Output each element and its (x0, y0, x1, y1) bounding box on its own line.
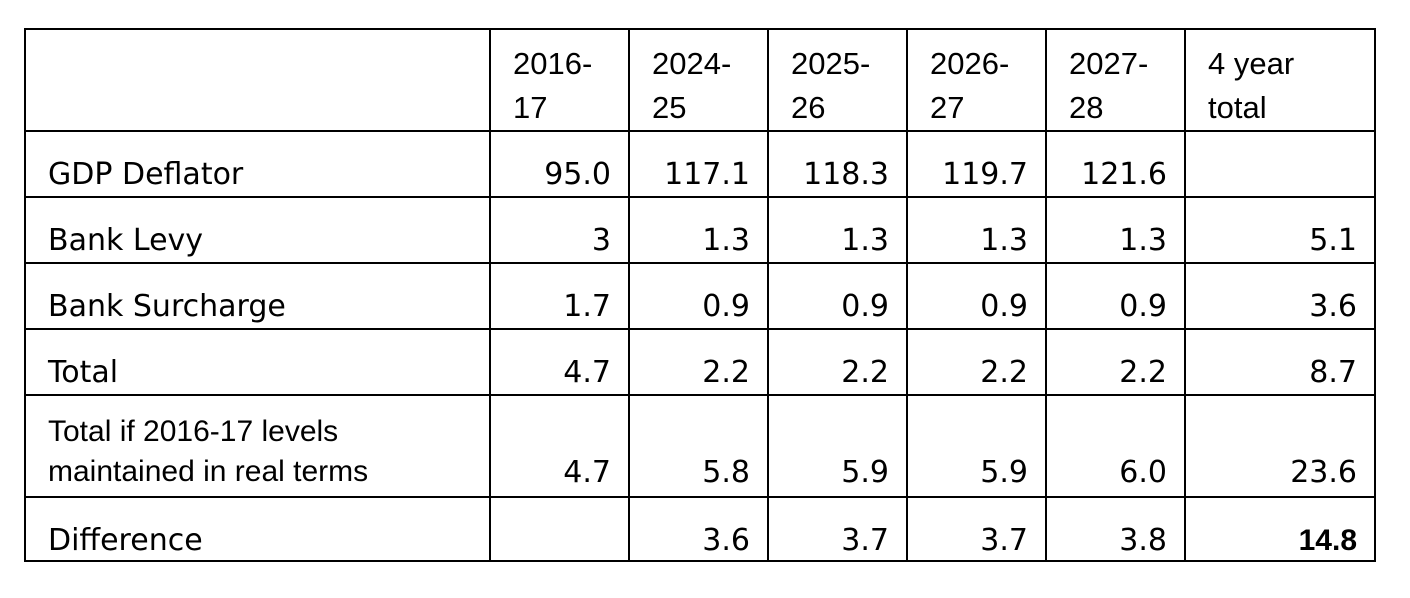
table-cell: 1.3 (906, 196, 1047, 264)
table-cell: 5.1 (1184, 196, 1376, 264)
table-cell: 118.3 (767, 130, 908, 198)
table-cell: 3.6 (628, 496, 769, 562)
table-cell: 8.7 (1184, 328, 1376, 396)
table-cell (1184, 130, 1376, 198)
table-cell: 3 (489, 196, 630, 264)
table-cell: 3.7 (906, 496, 1047, 562)
table-cell: 3.8 (1045, 496, 1186, 562)
table-cell: 117.1 (628, 130, 769, 198)
table-cell: 0.9 (628, 262, 769, 330)
table-row-difference: Difference 3.6 3.7 3.7 3.8 14.8 (24, 496, 1376, 562)
header-cell-2027-28: 2027- 28 (1045, 28, 1186, 132)
header-cell-2025-26: 2025- 26 (767, 28, 908, 132)
row-label: Total (24, 328, 491, 396)
table-header-row: 2016- 17 2024- 25 2025- 26 2026- 27 2027… (24, 28, 1376, 132)
header-cell-2026-27: 2026- 27 (906, 28, 1047, 132)
table-cell: 95.0 (489, 130, 630, 198)
table-cell (489, 496, 630, 562)
table-cell: 0.9 (906, 262, 1047, 330)
row-label: Difference (24, 496, 491, 562)
table-cell: 2.2 (1045, 328, 1186, 396)
header-cell-empty (24, 28, 491, 132)
bank-levy-table: 2016- 17 2024- 25 2025- 26 2026- 27 2027… (24, 28, 1376, 562)
table-cell: 1.3 (767, 196, 908, 264)
table-cell: 119.7 (906, 130, 1047, 198)
row-label: Total if 2016-17 levels maintained in re… (24, 394, 491, 498)
table-cell: 2.2 (906, 328, 1047, 396)
table-cell: 2.2 (628, 328, 769, 396)
table-cell: 23.6 (1184, 394, 1376, 498)
header-cell-2016-17: 2016- 17 (489, 28, 630, 132)
table-cell: 1.7 (489, 262, 630, 330)
table-cell: 3.6 (1184, 262, 1376, 330)
table-cell: 3.7 (767, 496, 908, 562)
table-row-bank-levy: Bank Levy 3 1.3 1.3 1.3 1.3 5.1 (24, 196, 1376, 264)
table-cell: 0.9 (767, 262, 908, 330)
table-cell: 5.8 (628, 394, 769, 498)
row-label: Bank Surcharge (24, 262, 491, 330)
table-cell: 1.3 (628, 196, 769, 264)
table-cell: 5.9 (906, 394, 1047, 498)
table-cell: 5.9 (767, 394, 908, 498)
table-row-bank-surcharge: Bank Surcharge 1.7 0.9 0.9 0.9 0.9 3.6 (24, 262, 1376, 330)
header-cell-2024-25: 2024- 25 (628, 28, 769, 132)
table-cell: 4.7 (489, 328, 630, 396)
header-cell-4-year-total: 4 year total (1184, 28, 1376, 132)
table-cell: 0.9 (1045, 262, 1186, 330)
table-row-total-real-terms: Total if 2016-17 levels maintained in re… (24, 394, 1376, 498)
table-cell: 4.7 (489, 394, 630, 498)
table-cell: 6.0 (1045, 394, 1186, 498)
row-label: Bank Levy (24, 196, 491, 264)
row-label: GDP Deflator (24, 130, 491, 198)
table-cell: 2.2 (767, 328, 908, 396)
table-cell: 121.6 (1045, 130, 1186, 198)
table-cell-difference-total: 14.8 (1184, 496, 1376, 562)
table-row-gdp-deflator: GDP Deflator 95.0 117.1 118.3 119.7 121.… (24, 130, 1376, 198)
table-cell: 1.3 (1045, 196, 1186, 264)
table-row-total: Total 4.7 2.2 2.2 2.2 2.2 8.7 (24, 328, 1376, 396)
